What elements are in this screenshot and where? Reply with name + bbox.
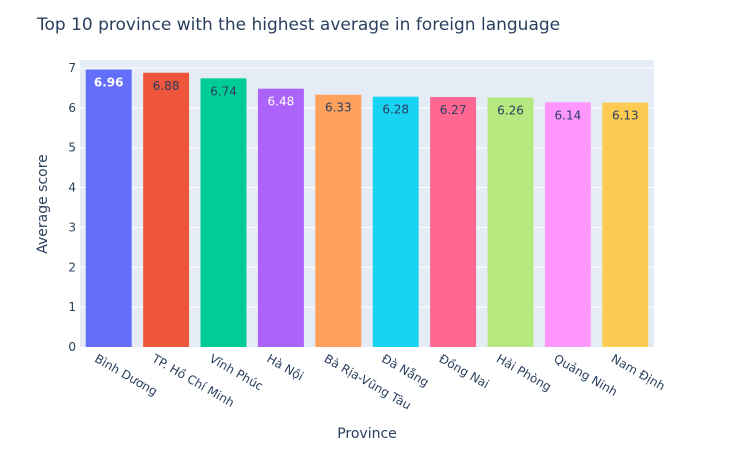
bar-value-label: 6.28 (382, 103, 409, 117)
x-tick-label: Hà Nội (264, 351, 306, 383)
bar (257, 88, 304, 347)
bar-value-label: 6.88 (153, 79, 180, 93)
bar-value-label: 6.13 (612, 109, 639, 123)
x-tick-label: Đồng Nai (437, 351, 492, 391)
y-tick-label: 7 (68, 61, 76, 75)
x-tick-label: Đà Nẵng (379, 351, 431, 389)
bar-value-label: 6.74 (210, 84, 237, 98)
y-tick-label: 6 (68, 101, 76, 115)
bar (85, 69, 132, 348)
y-tick-label: 5 (68, 141, 76, 155)
x-axis-title: Province (337, 426, 397, 442)
bar-value-label: 6.27 (440, 103, 467, 117)
y-tick-label: 0 (68, 340, 76, 354)
y-tick-label: 4 (68, 181, 76, 195)
chart-title: Top 10 province with the highest average… (36, 15, 560, 35)
bar (430, 97, 477, 347)
y-axis-ticks: 0 1 2 3 4 5 6 7 (68, 61, 76, 354)
bars (85, 69, 649, 348)
bar-value-label: 6.14 (555, 108, 582, 122)
x-tick-label: Hải Phòng (494, 351, 554, 394)
x-tick-label: Quảng Ninh (551, 351, 619, 399)
bar (200, 78, 247, 347)
bar (143, 72, 190, 347)
bar (602, 102, 649, 347)
bar (487, 97, 534, 347)
bar-value-label: 6.96 (94, 76, 124, 90)
bar-value-label: 6.48 (268, 95, 295, 109)
y-tick-label: 3 (68, 220, 76, 234)
y-tick-label: 2 (68, 260, 76, 274)
bar-value-label: 6.33 (325, 101, 352, 115)
y-axis-title: Average score (35, 154, 51, 254)
bar-value-label: 6.26 (497, 103, 524, 117)
y-tick-label: 1 (68, 300, 76, 314)
bar (315, 94, 362, 347)
bar (372, 96, 419, 347)
x-tick-label: Bình Dương (92, 351, 160, 398)
data-labels: 6.96 6.88 6.74 6.48 6.33 6.28 6.27 6.26 6.14 6.13 (94, 76, 639, 123)
bar (544, 102, 591, 347)
